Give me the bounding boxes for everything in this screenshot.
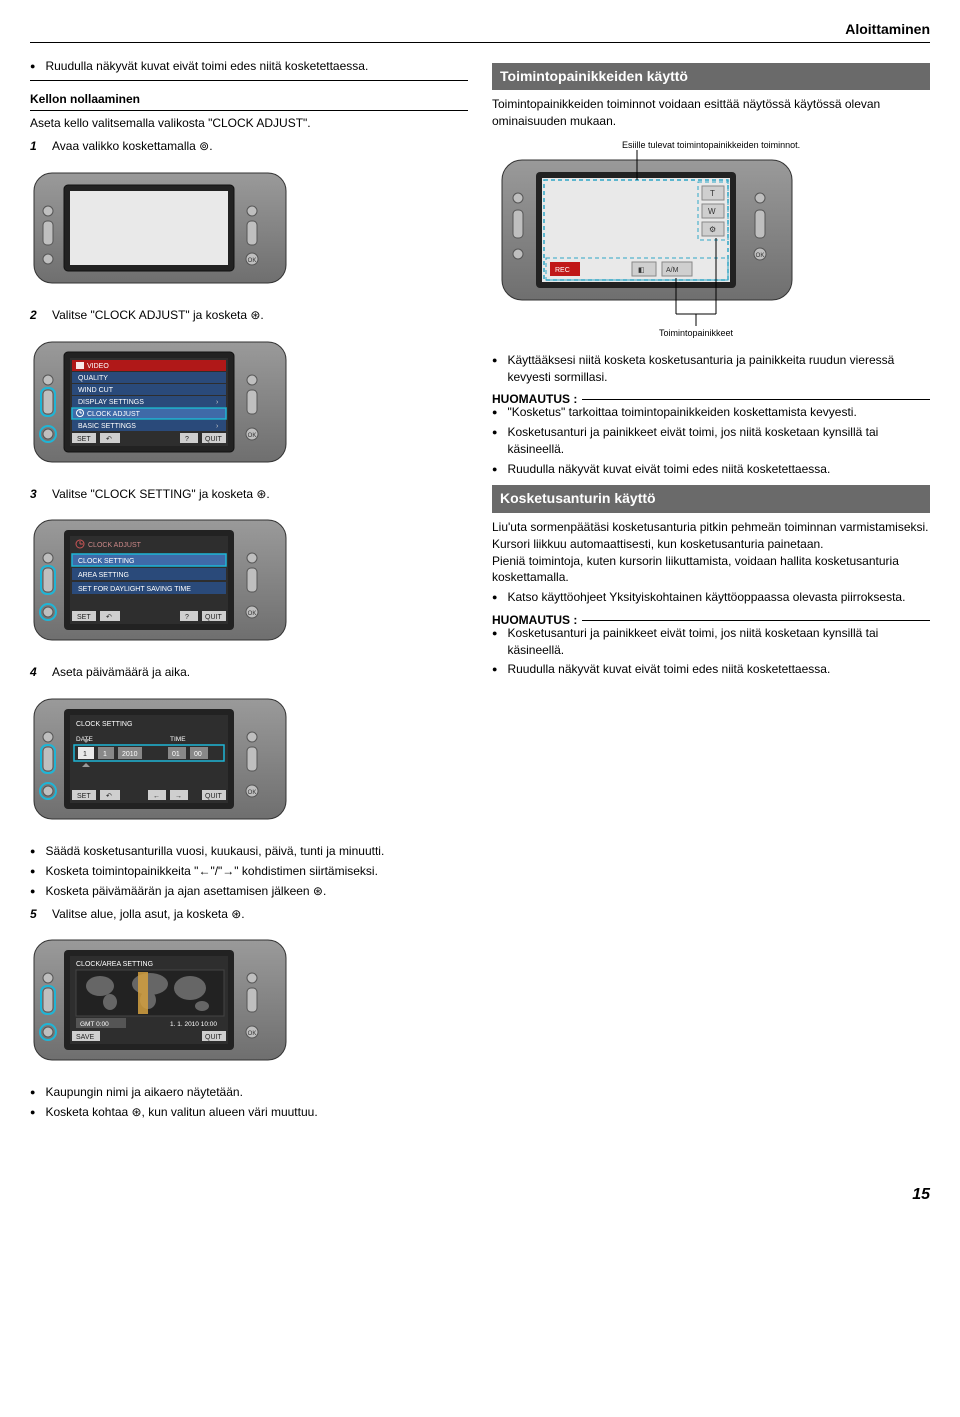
svg-text:QUALITY: QUALITY [78, 375, 108, 382]
svg-text:QUIT: QUIT [205, 614, 222, 621]
reset-subtitle: Aseta kello valitsemalla valikosta "CLOC… [30, 115, 468, 132]
figure-operation-buttons: Esiille tulevat toimintopainikkeiden toi… [492, 138, 930, 338]
svg-text:→: → [175, 793, 182, 800]
figure-clock-adjust: CLOCK ADJUST CLOCK SETTING AREA SETTING … [30, 510, 468, 650]
svg-text:1: 1 [83, 751, 87, 758]
bar2-text3: Pieniä toimintoja, kuten kursorin liikut… [492, 553, 930, 587]
svg-text:◧: ◧ [638, 267, 645, 274]
svg-text:QUIT: QUIT [205, 793, 222, 800]
svg-text:GMT 0:00: GMT 0:00 [80, 1021, 109, 1028]
svg-text:2010: 2010 [122, 751, 138, 758]
figure-area-setting: CLOCK/AREA SETTING GMT 0:00 1. 1. 2010 1… [30, 930, 468, 1070]
svg-text:↶: ↶ [106, 793, 112, 800]
bar2-text1: Liu'uta sormenpäätäsi kosketusanturia pi… [492, 519, 930, 536]
svg-text:↶: ↶ [106, 436, 112, 443]
step-1: 1 Avaa valikko koskettamalla ⊚. [30, 138, 468, 155]
step-4: 4 Aseta päivämäärä ja aika. [30, 664, 468, 681]
intro-bullet: Ruudulla näkyvät kuvat eivät toimi edes … [30, 58, 468, 75]
svg-text:CLOCK ADJUST: CLOCK ADJUST [87, 411, 141, 418]
page-header: Aloittaminen [30, 20, 930, 43]
svg-text:OK: OK [756, 253, 765, 259]
svg-text:TIME: TIME [170, 736, 186, 743]
bar-kosketusanturi: Kosketusanturin käyttö [492, 485, 930, 513]
svg-text:REC: REC [555, 267, 570, 274]
reset-title: Kellon nollaaminen [30, 91, 468, 111]
svg-text:VIDEO: VIDEO [87, 363, 109, 370]
svg-text:?: ? [185, 436, 189, 443]
svg-text:CLOCK SETTING: CLOCK SETTING [78, 558, 134, 565]
svg-text:SET FOR DAYLIGHT SAVING TIME: SET FOR DAYLIGHT SAVING TIME [78, 586, 191, 593]
svg-text:AREA SETTING: AREA SETTING [78, 572, 129, 579]
svg-text:1. 1. 2010 10:00: 1. 1. 2010 10:00 [170, 1021, 217, 1028]
bar2-text2: Kursori liikkuu automaattisesti, kun kos… [492, 536, 930, 553]
svg-text:1: 1 [103, 751, 107, 758]
step-5: 5 Valitse alue, jolla asut, ja kosketa ⊛… [30, 906, 468, 923]
note1-bullets: "Kosketus" tarkoittaa toimintopainikkeid… [492, 404, 930, 477]
svg-text:01: 01 [172, 751, 180, 758]
svg-text:?: ? [185, 614, 189, 621]
svg-text:QUIT: QUIT [205, 1034, 222, 1041]
bottom-bullets: Säädä kosketusanturilla vuosi, kuukausi,… [30, 843, 468, 899]
bar1-text: Toimintopainikkeiden toiminnot voidaan e… [492, 96, 930, 130]
final-bullets: Kaupungin nimi ja aikaero näytetään. Kos… [30, 1084, 468, 1121]
step-2: 2 Valitse "CLOCK ADJUST" ja kosketa ⊛. [30, 307, 468, 324]
svg-text:BASIC SETTINGS: BASIC SETTINGS [78, 423, 136, 430]
caption-bottom: Toimintopainikkeet [659, 328, 734, 338]
bar2-bullet: Katso käyttöohjeet Yksityiskohtainen käy… [492, 589, 930, 606]
figure-menu-device: VIDEO QUALITY WIND CUT DISPLAY SETTINGS›… [30, 332, 468, 472]
svg-text:DISPLAY SETTINGS: DISPLAY SETTINGS [78, 399, 144, 406]
svg-text:W: W [708, 207, 716, 216]
svg-text:CLOCK SETTING: CLOCK SETTING [76, 721, 132, 728]
svg-text:CLOCK ADJUST: CLOCK ADJUST [88, 542, 142, 549]
svg-text:⚙: ⚙ [709, 225, 716, 234]
svg-text:00: 00 [194, 751, 202, 758]
bar-toimintopainikkeet: Toimintopainikkeiden käyttö [492, 63, 930, 91]
svg-text:OK: OK [248, 1031, 257, 1037]
svg-text:SAVE: SAVE [76, 1034, 94, 1041]
svg-text:OK: OK [248, 433, 257, 439]
svg-text:T: T [710, 189, 715, 198]
usage-bullet: Käyttääksesi niitä kosketa kosketusantur… [492, 352, 930, 386]
svg-text:SET: SET [77, 614, 91, 621]
svg-text:A/M: A/M [666, 267, 679, 274]
note2-bullets: Kosketusanturi ja painikkeet eivät toimi… [492, 625, 930, 678]
svg-text:WIND CUT: WIND CUT [78, 387, 114, 394]
step-3: 3 Valitse "CLOCK SETTING" ja kosketa ⊛. [30, 486, 468, 503]
svg-text:SET: SET [77, 793, 91, 800]
svg-text:OK: OK [248, 611, 257, 617]
svg-text:OK: OK [248, 790, 257, 796]
svg-text:QUIT: QUIT [205, 436, 222, 443]
svg-text:CLOCK/AREA SETTING: CLOCK/AREA SETTING [76, 961, 153, 968]
left-column: Ruudulla näkyvät kuvat eivät toimi edes … [30, 55, 468, 1124]
figure-blank-device: OK [30, 163, 468, 293]
caption-top: Esiille tulevat toimintopainikkeiden toi… [622, 140, 800, 150]
figure-clock-setting: CLOCK SETTING DATE TIME 1 1 2010 01 00 S… [30, 689, 468, 829]
page-number: 15 [30, 1184, 930, 1206]
svg-text:↶: ↶ [106, 614, 112, 621]
right-column: Toimintopainikkeiden käyttö Toimintopain… [492, 55, 930, 1124]
svg-text:OK: OK [248, 258, 257, 264]
svg-text:SET: SET [77, 436, 91, 443]
svg-text:←: ← [153, 793, 160, 800]
